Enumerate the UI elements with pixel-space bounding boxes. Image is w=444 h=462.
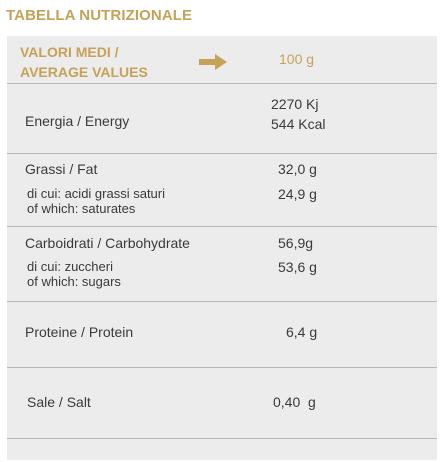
arrow-right-icon [199, 54, 227, 70]
protein-value: 6,4 g [286, 324, 318, 340]
salt-label: Sale / Salt [27, 394, 91, 410]
sugars-value: 53,6 g [278, 259, 317, 275]
header-label-line1: VALORI MEDI / [20, 44, 119, 60]
nutrition-table: VALORI MEDI / AVERAGE VALUES 100 g Energ… [7, 36, 437, 460]
protein-label: Proteine / Protein [25, 324, 134, 340]
table-title: TABELLA NUTRIZIONALE [6, 7, 193, 24]
row-salt: Sale / Salt 0,40 g [7, 368, 437, 439]
energy-label: Energia / Energy [25, 113, 130, 129]
row-fat: Grassi / Fat 32,0 g di cui: acidi grassi… [7, 154, 437, 227]
salt-value: 0,40 g [273, 394, 316, 410]
energy-value-kcal: 544 Kcal [271, 116, 326, 132]
energy-value-kj: 2270 Kj [271, 96, 319, 112]
fat-value: 32,0 g [278, 161, 317, 177]
row-carbohydrate: Carboidrati / Carbohydrate 56,9g di cui:… [7, 227, 437, 302]
carbohydrate-label: Carboidrati / Carbohydrate [25, 235, 190, 251]
header-label-line2: AVERAGE VALUES [20, 64, 148, 80]
saturates-label-en: of which: saturates [27, 201, 136, 216]
row-protein: Proteine / Protein 6,4 g [7, 302, 437, 368]
row-energy: Energia / Energy 2270 Kj 544 Kcal [7, 84, 437, 154]
sugars-label-it: di cui: zuccheri [27, 259, 113, 274]
fat-label: Grassi / Fat [25, 161, 98, 177]
table-header: VALORI MEDI / AVERAGE VALUES 100 g [7, 36, 437, 84]
sugars-label-en: of which: sugars [27, 274, 121, 289]
header-label: VALORI MEDI / AVERAGE VALUES [20, 42, 148, 82]
carbohydrate-value: 56,9g [278, 235, 314, 251]
saturates-label-it: di cui: acidi grassi saturi [27, 186, 165, 201]
saturates-value: 24,9 g [278, 186, 317, 202]
header-value: 100 g [279, 51, 315, 67]
